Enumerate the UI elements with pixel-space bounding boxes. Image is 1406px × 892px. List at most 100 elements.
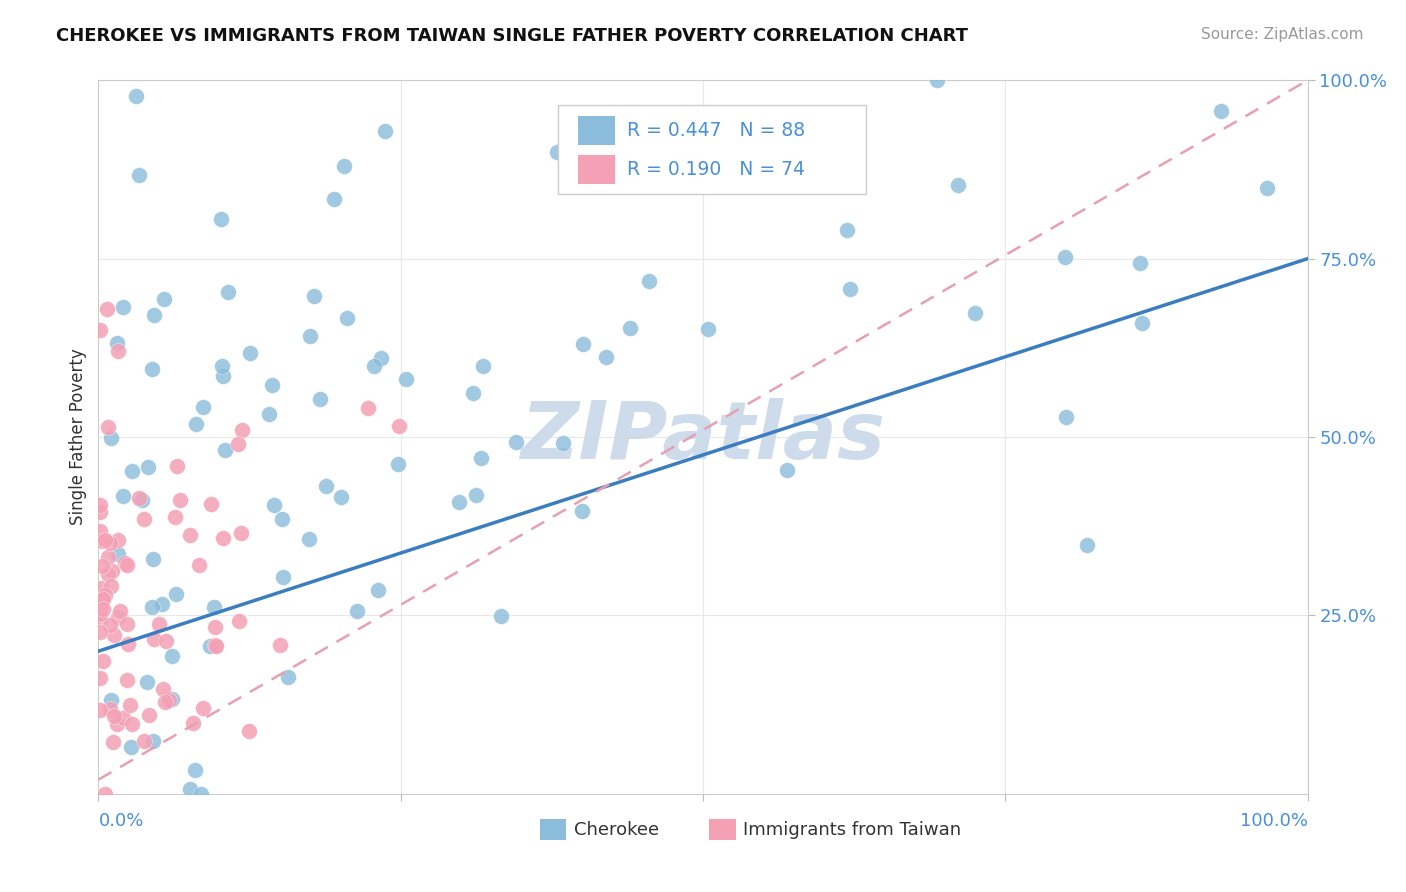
Point bbox=[107, 609, 129, 624]
Point bbox=[676, 154, 699, 169]
Point bbox=[131, 493, 153, 508]
Point bbox=[128, 168, 150, 182]
Text: Source: ZipAtlas.com: Source: ZipAtlas.com bbox=[1201, 27, 1364, 42]
Point bbox=[387, 457, 409, 471]
Point bbox=[100, 693, 122, 707]
Bar bbox=[540, 819, 567, 840]
Point bbox=[1129, 256, 1152, 270]
Point bbox=[142, 632, 165, 647]
Text: R = 0.190   N = 74: R = 0.190 N = 74 bbox=[627, 160, 804, 179]
Point bbox=[136, 459, 159, 474]
Point bbox=[96, 301, 118, 316]
Point bbox=[138, 707, 160, 722]
Point bbox=[1211, 104, 1233, 119]
Point bbox=[89, 610, 111, 624]
Point bbox=[776, 463, 799, 477]
Point bbox=[107, 533, 129, 547]
Point bbox=[204, 638, 226, 652]
Bar bbox=[578, 116, 614, 145]
Point bbox=[184, 763, 207, 777]
Point bbox=[115, 616, 138, 631]
Point bbox=[112, 300, 135, 314]
Point bbox=[135, 675, 157, 690]
Point bbox=[592, 136, 614, 151]
Point bbox=[100, 564, 122, 578]
Point bbox=[214, 442, 236, 457]
Point bbox=[94, 533, 117, 547]
Point bbox=[965, 306, 987, 320]
Point bbox=[165, 509, 187, 524]
Point bbox=[388, 419, 411, 434]
Point bbox=[125, 89, 148, 103]
Point bbox=[97, 550, 120, 565]
Point bbox=[191, 401, 214, 415]
Point bbox=[505, 435, 527, 450]
Point bbox=[97, 420, 120, 434]
FancyBboxPatch shape bbox=[558, 105, 866, 194]
Point bbox=[184, 417, 207, 431]
Point bbox=[110, 604, 132, 618]
Point bbox=[91, 558, 114, 573]
Point bbox=[93, 602, 115, 616]
Point bbox=[209, 212, 232, 227]
Point bbox=[363, 359, 385, 374]
Point bbox=[262, 378, 284, 392]
Point bbox=[153, 292, 176, 306]
Point bbox=[270, 512, 292, 526]
Point bbox=[105, 716, 128, 731]
Point bbox=[333, 159, 356, 173]
Point bbox=[239, 346, 262, 360]
Point bbox=[204, 620, 226, 634]
Point bbox=[179, 782, 201, 797]
Point bbox=[150, 597, 173, 611]
Point bbox=[447, 495, 470, 509]
Point bbox=[470, 451, 492, 466]
Point bbox=[142, 734, 165, 748]
Point bbox=[231, 423, 253, 437]
Point bbox=[89, 524, 111, 538]
Point bbox=[91, 534, 114, 549]
Point bbox=[90, 581, 112, 595]
Point bbox=[346, 604, 368, 618]
Point bbox=[202, 600, 225, 615]
Point bbox=[103, 628, 125, 642]
Point bbox=[101, 734, 124, 748]
Text: ZIPatlas: ZIPatlas bbox=[520, 398, 886, 476]
Point bbox=[141, 362, 163, 376]
Point bbox=[89, 607, 111, 621]
Point bbox=[179, 528, 201, 542]
Point bbox=[302, 289, 325, 303]
Point bbox=[1054, 410, 1077, 425]
Y-axis label: Single Father Poverty: Single Father Poverty bbox=[69, 349, 87, 525]
Point bbox=[118, 698, 141, 712]
Point bbox=[141, 600, 163, 615]
Text: R = 0.447   N = 88: R = 0.447 N = 88 bbox=[627, 120, 806, 140]
Point bbox=[98, 618, 121, 632]
Point bbox=[105, 336, 128, 351]
Point bbox=[315, 479, 337, 493]
Text: CHEROKEE VS IMMIGRANTS FROM TAIWAN SINGLE FATHER POVERTY CORRELATION CHART: CHEROKEE VS IMMIGRANTS FROM TAIWAN SINGL… bbox=[56, 27, 969, 45]
Point bbox=[465, 488, 488, 502]
Point bbox=[112, 489, 135, 503]
Point bbox=[155, 634, 177, 648]
Text: 100.0%: 100.0% bbox=[1240, 812, 1308, 830]
Point bbox=[257, 407, 280, 421]
Point bbox=[329, 490, 352, 504]
Point bbox=[160, 692, 183, 706]
Point bbox=[128, 491, 150, 505]
Text: Cherokee: Cherokee bbox=[574, 821, 659, 838]
Point bbox=[697, 322, 720, 336]
Point bbox=[120, 739, 142, 754]
Point bbox=[89, 505, 111, 519]
Point bbox=[143, 309, 166, 323]
Point bbox=[946, 178, 969, 192]
Point bbox=[152, 681, 174, 696]
Point bbox=[263, 498, 285, 512]
Point bbox=[370, 351, 392, 365]
Point bbox=[299, 328, 322, 343]
Point bbox=[132, 512, 155, 526]
Point bbox=[107, 344, 129, 359]
Point bbox=[169, 493, 191, 508]
Point bbox=[835, 223, 858, 237]
Point bbox=[546, 145, 568, 159]
